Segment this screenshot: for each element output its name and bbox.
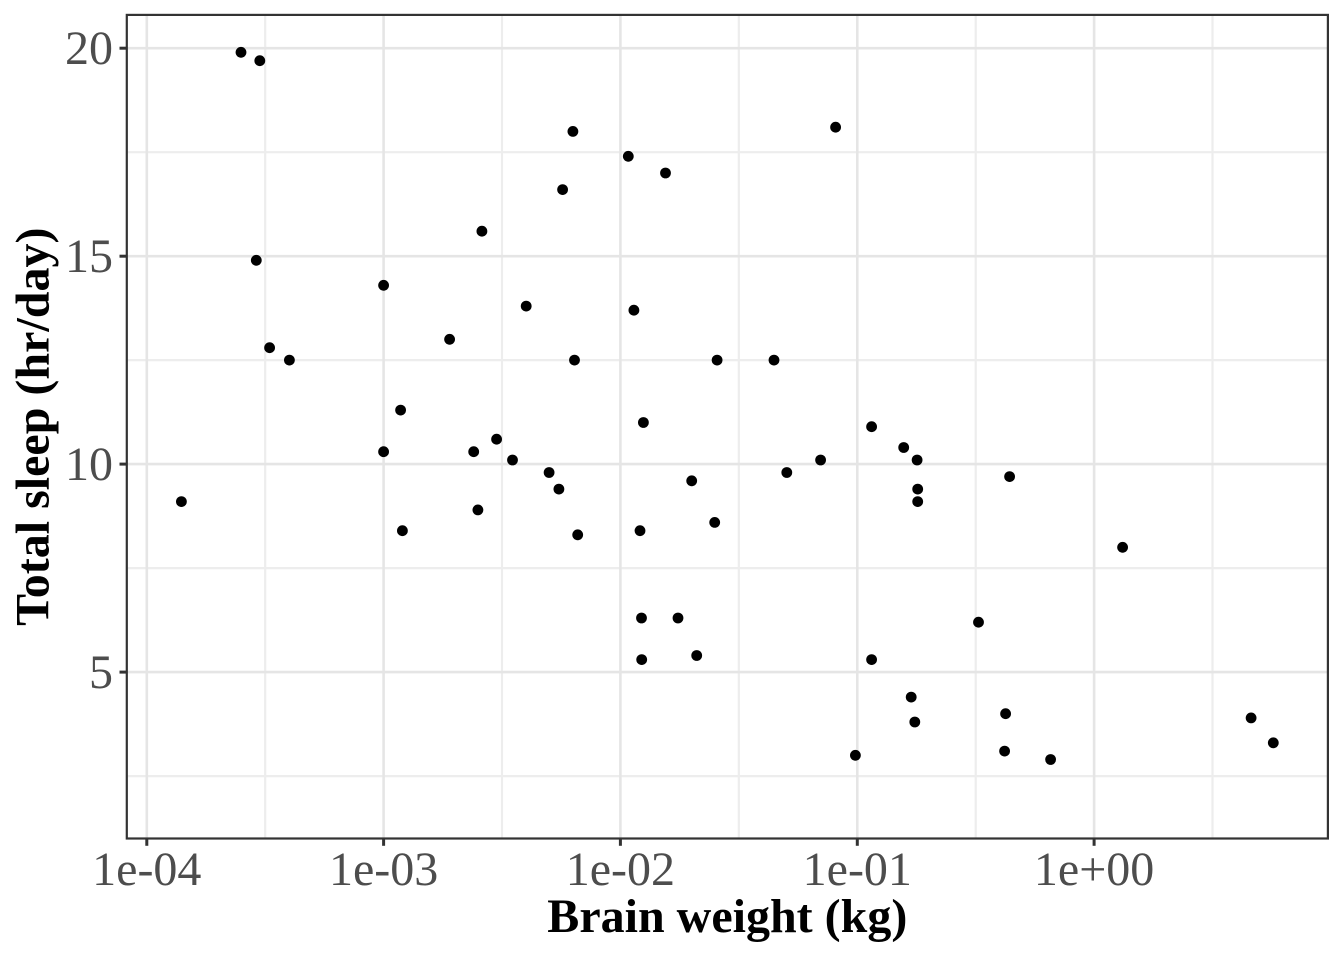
svg-text:1e-01: 1e-01 (803, 843, 912, 896)
svg-text:Total sleep (hr/day): Total sleep (hr/day) (7, 228, 60, 626)
svg-text:1e-02: 1e-02 (566, 843, 675, 896)
svg-text:20: 20 (65, 22, 113, 75)
svg-text:5: 5 (89, 646, 113, 699)
svg-text:15: 15 (65, 230, 113, 283)
svg-text:Brain weight (kg): Brain weight (kg) (547, 890, 907, 943)
svg-text:1e+00: 1e+00 (1034, 843, 1154, 896)
svg-text:1e-03: 1e-03 (329, 843, 438, 896)
svg-text:1e-04: 1e-04 (92, 843, 201, 896)
svg-text:10: 10 (65, 438, 113, 491)
